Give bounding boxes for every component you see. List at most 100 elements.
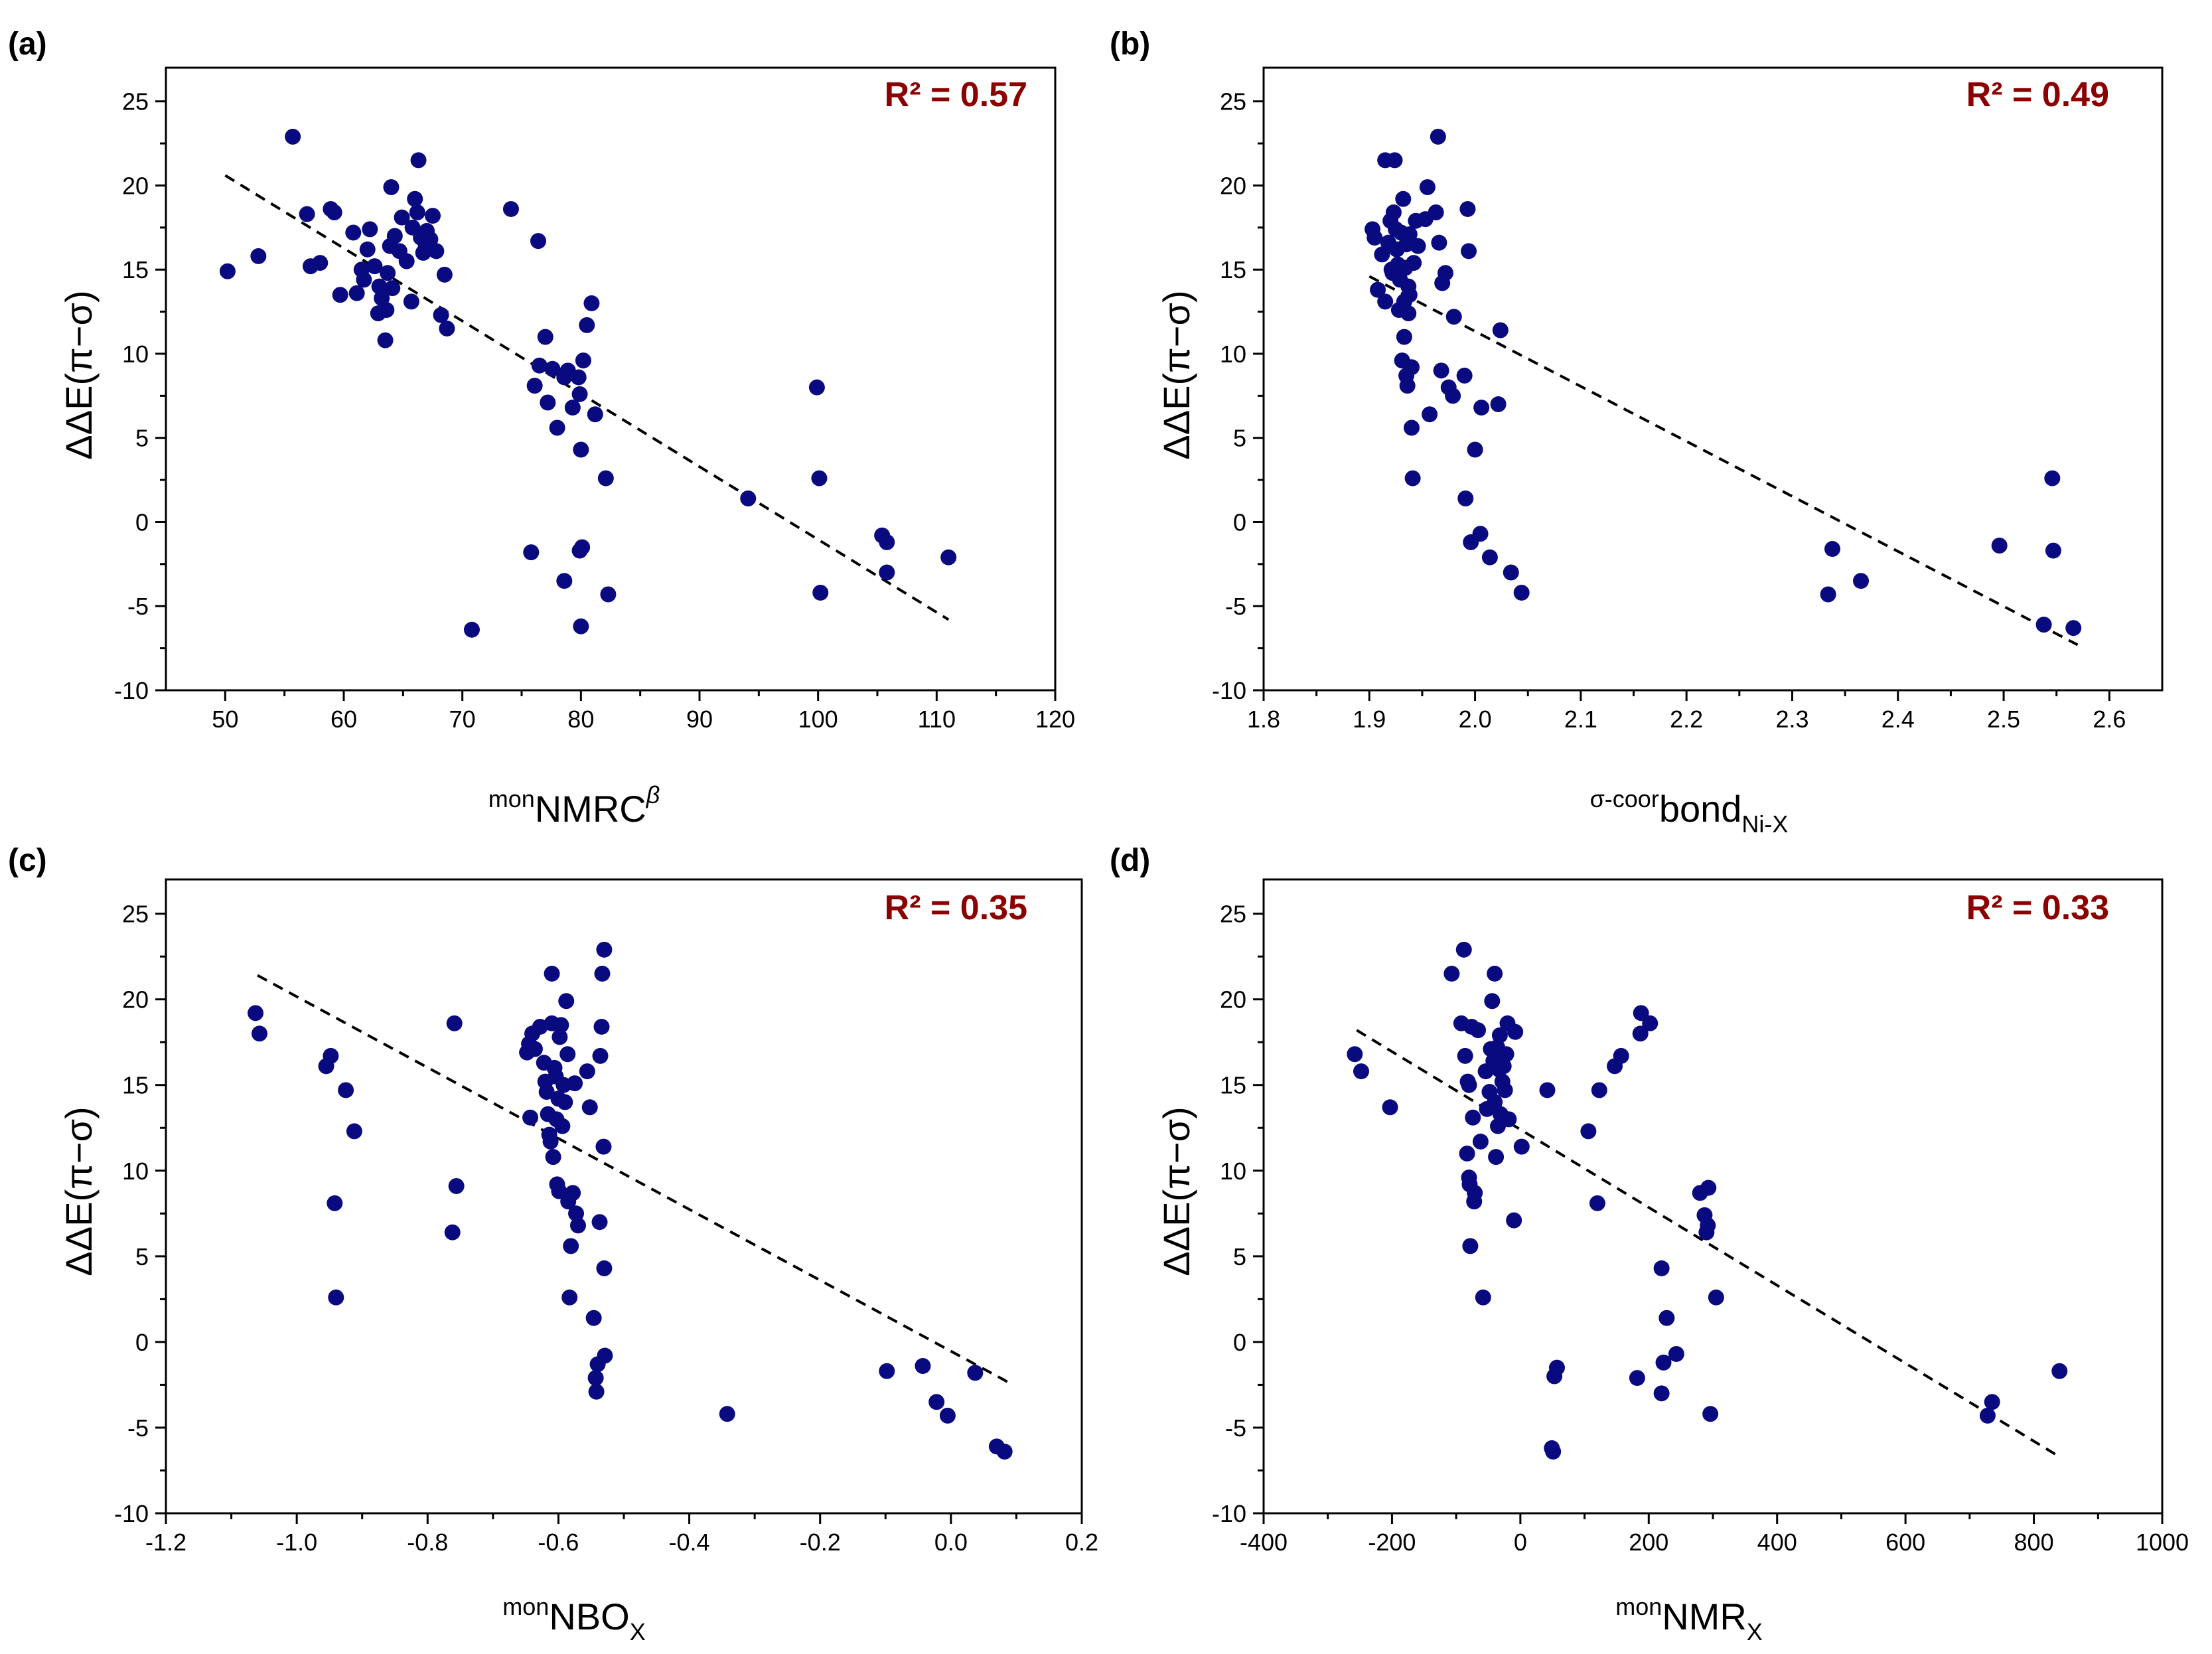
panel-d-y-tick-label: -5 bbox=[1225, 1414, 1246, 1442]
panel-d-label: (d) bbox=[1110, 843, 1150, 878]
panel-c-data-point bbox=[558, 993, 575, 1010]
panel-b-x-tick-label: 2.4 bbox=[1881, 706, 1915, 733]
panel-c-data-point bbox=[554, 1118, 571, 1134]
panel-a-data-point bbox=[570, 369, 587, 386]
panel-b-data-point bbox=[1419, 179, 1436, 195]
panel-b-x-tick-label: 1.9 bbox=[1353, 706, 1386, 733]
panel-c-x-tick-label: -0.2 bbox=[800, 1529, 841, 1556]
panel-c-data-point bbox=[967, 1365, 984, 1381]
panel-c-data-point bbox=[595, 1138, 612, 1155]
panel-b-data-point bbox=[1437, 265, 1453, 281]
panel-b-data-point bbox=[1433, 362, 1449, 379]
panel-b-r2: R² = 0.49 bbox=[1966, 76, 2109, 114]
panel-d-data-point bbox=[1470, 1022, 1487, 1039]
panel-a-data-point bbox=[523, 544, 540, 561]
panel-d-data-point bbox=[1459, 1145, 1475, 1162]
panel-d-data-point bbox=[1700, 1179, 1717, 1196]
panel-a-y-tick-label: 15 bbox=[122, 256, 149, 283]
panel-d-data-point bbox=[1491, 1027, 1508, 1043]
panel-b-y-tick-label: 20 bbox=[1220, 172, 1246, 199]
panel-d-data-point bbox=[1613, 1047, 1629, 1064]
panel-b-x-tick-label: 2.2 bbox=[1670, 706, 1703, 733]
panel-a-data-point bbox=[377, 332, 394, 348]
panel-a-data-point bbox=[740, 490, 757, 506]
panel-b-data-point bbox=[1385, 204, 1402, 221]
panel-b-data-point bbox=[1473, 400, 1490, 416]
panel-a-data-point bbox=[345, 224, 362, 241]
panel-a-data-point bbox=[384, 280, 401, 297]
panel-b-data-point bbox=[1422, 406, 1438, 423]
panel-d-x-title-prefix: mon bbox=[1615, 1593, 1662, 1620]
panel-a-data-point bbox=[531, 357, 548, 374]
panel-d-y-tick-label: -10 bbox=[1212, 1500, 1246, 1527]
panel-d-x-tick-label: 800 bbox=[2014, 1529, 2054, 1556]
panel-c-y-tick-label: 10 bbox=[122, 1158, 149, 1185]
panel-d-data-point bbox=[1457, 1047, 1473, 1064]
panel-a-data-point bbox=[422, 231, 439, 248]
panel-a-y-tick-label: 5 bbox=[135, 425, 149, 452]
panel-a-data-point bbox=[579, 317, 595, 333]
panel-c-data-point bbox=[597, 1347, 613, 1364]
panel-c-data-point bbox=[915, 1358, 931, 1375]
panel-d-x-title-main: NMR bbox=[1662, 1596, 1747, 1637]
panel-a-data-point bbox=[808, 379, 825, 396]
panel-b-y-axis-title: ΔΔE(π−σ) bbox=[1155, 290, 1197, 459]
panel-d-y-tick-label: 25 bbox=[1220, 901, 1246, 928]
panel-b-data-point bbox=[2065, 620, 2082, 637]
panel-d-data-point bbox=[1589, 1195, 1605, 1211]
panel-c-data-point bbox=[526, 1041, 543, 1057]
panel-d-data-point bbox=[1462, 1238, 1479, 1254]
panel-a-x-title-sup: β bbox=[646, 781, 660, 808]
panel-d-y-axis-title: ΔΔE(π−σ) bbox=[1155, 1106, 1197, 1276]
panel-d-data-point bbox=[1467, 1185, 1483, 1201]
panel-d-data-point bbox=[1443, 965, 1460, 982]
panel-d-data-point bbox=[1497, 1082, 1513, 1098]
panel-b-data-point bbox=[1400, 305, 1417, 322]
panel-c-x-title-main: NBO bbox=[549, 1596, 629, 1637]
panel-c-data-point bbox=[323, 1047, 339, 1064]
panel-a-x-title-prefix: mon bbox=[488, 785, 535, 812]
panel-b-axes-frame bbox=[1262, 66, 2164, 692]
panel-b-data-point bbox=[1824, 541, 1841, 558]
panel-c-data-point bbox=[879, 1363, 895, 1379]
panel-c-data-point bbox=[522, 1109, 539, 1126]
panel-b: 1.8 1.9 2.0 2.1 2.2 2.3 2.4 2.5 2.6 -10 -5 0 5 10 15 20… bbox=[1110, 27, 2164, 838]
panel-b-data-point bbox=[1991, 537, 2008, 554]
panel-d-data-point bbox=[1498, 1046, 1514, 1063]
panel-a-data-point bbox=[410, 152, 427, 169]
panel-c-data-point bbox=[570, 1217, 586, 1234]
panel-b-data-point bbox=[1503, 564, 1519, 581]
panel-c-y-tick-label: -10 bbox=[114, 1500, 149, 1527]
panel-b-data-point bbox=[1406, 255, 1422, 271]
panel-a-data-point bbox=[879, 564, 895, 581]
panel-a-data-point bbox=[573, 441, 589, 458]
panel-a-y-tick-label: -10 bbox=[114, 677, 149, 704]
panel-c-y-tick-label: 20 bbox=[122, 986, 149, 1014]
panel-c-data-point bbox=[928, 1394, 945, 1410]
panel-b-data-point bbox=[1396, 329, 1412, 345]
panel-c-data-point bbox=[579, 1063, 595, 1080]
panel-c-x-tick-label: 0.0 bbox=[934, 1529, 968, 1556]
panel-d-data-point bbox=[1984, 1394, 2000, 1410]
panel-a-data-point bbox=[597, 470, 614, 487]
panel-c-data-point bbox=[596, 1260, 613, 1276]
panel-d-data-point bbox=[1501, 1111, 1517, 1128]
panel-b-y-tick-label: 0 bbox=[1233, 508, 1246, 536]
panel-a-data-point bbox=[403, 293, 419, 310]
panel-b-y-tick-label: -10 bbox=[1212, 677, 1246, 704]
panel-d-data-point bbox=[1659, 1310, 1675, 1326]
panel-d-data-point bbox=[1472, 1133, 1489, 1150]
panel-d-data-point bbox=[1979, 1407, 1996, 1424]
panel-d-y-tick-label: 5 bbox=[1233, 1243, 1246, 1270]
panel-d-data-point bbox=[1382, 1099, 1398, 1116]
panel-d-x-title-sub: X bbox=[1747, 1618, 1763, 1645]
panel-d-data-point bbox=[1539, 1082, 1556, 1098]
panel-d-x-tick-label: 200 bbox=[1629, 1529, 1668, 1556]
panel-b-data-point bbox=[1445, 388, 1461, 404]
panel-d-x-tick-label: 600 bbox=[1885, 1529, 1925, 1556]
panel-a-data-point bbox=[463, 621, 480, 638]
panel-c-r2: R² = 0.35 bbox=[885, 889, 1027, 927]
panel-a-data-point bbox=[571, 386, 588, 402]
panel-d-data-point bbox=[1487, 1094, 1503, 1110]
